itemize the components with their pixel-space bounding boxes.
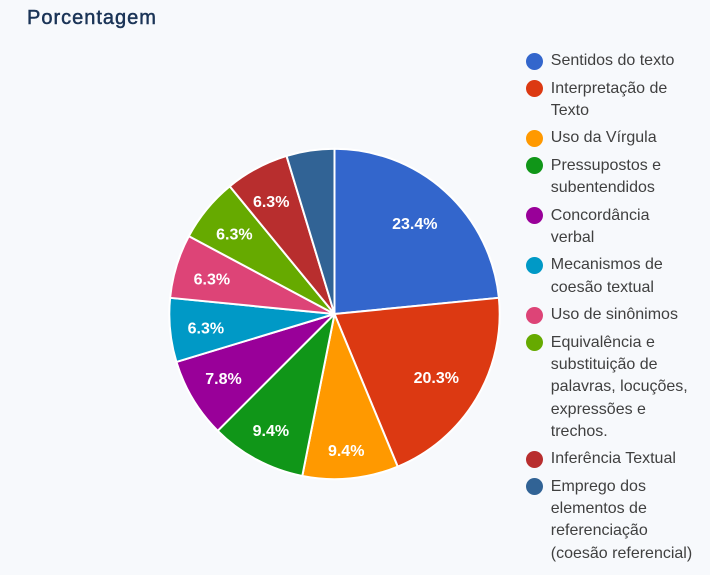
svg-text:20.3%: 20.3%	[414, 370, 459, 387]
svg-text:7.8%: 7.8%	[205, 371, 241, 388]
svg-text:6.3%: 6.3%	[194, 272, 230, 289]
svg-text:6.3%: 6.3%	[188, 320, 224, 337]
svg-text:23.4%: 23.4%	[392, 216, 437, 233]
svg-text:6.3%: 6.3%	[253, 194, 289, 211]
svg-text:6.3%: 6.3%	[216, 227, 252, 244]
svg-text:9.4%: 9.4%	[253, 423, 289, 440]
svg-text:9.4%: 9.4%	[328, 443, 364, 460]
